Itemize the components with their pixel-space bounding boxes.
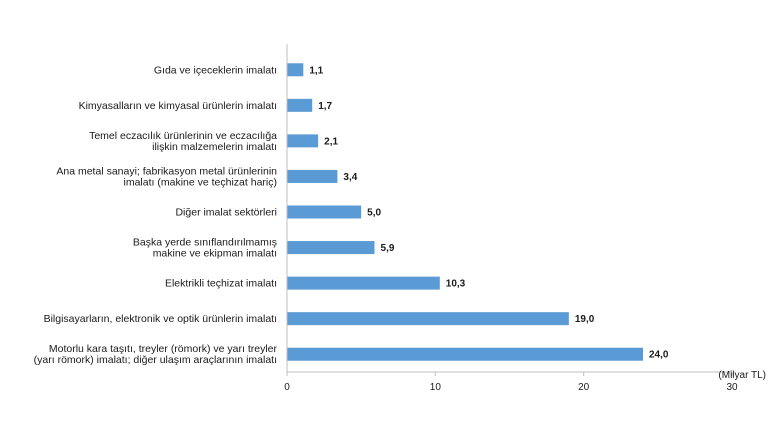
category-label-4: Ana metal sanayi; fabrikasyon metal ürün… xyxy=(56,165,277,188)
x-ticks-group: 0 10 20 30 xyxy=(284,372,738,393)
x-tick-label-2: 10 xyxy=(430,382,442,393)
x-tick-label-3: 20 xyxy=(578,382,590,393)
x-tick-label-1: 0 xyxy=(284,382,290,393)
bar-2 xyxy=(287,98,313,112)
value-label-7: 10,3 xyxy=(446,279,466,290)
category-label-9: Motorlu kara taşıtı, treyler (römork) ve… xyxy=(34,343,278,366)
value-label-8: 19,0 xyxy=(575,314,595,325)
value-label-1: 1,1 xyxy=(309,65,323,76)
value-label-3: 2,1 xyxy=(324,136,338,147)
bar-3 xyxy=(287,134,319,148)
bar-8 xyxy=(287,312,569,326)
category-label-7: Elektrikli teçhizat imalatı xyxy=(165,278,277,290)
value-label-5: 5,0 xyxy=(367,208,381,219)
bar-7 xyxy=(287,276,440,290)
x-axis-unit-label: (Milyar TL) xyxy=(718,370,766,381)
category-labels-group: Gıda ve içeceklerin imalatı Kimyasalların… xyxy=(34,64,278,366)
x-tick-label-4: 30 xyxy=(726,382,738,393)
category-label-5: Diğer imalat sektörleri xyxy=(175,207,277,219)
category-label-2: Kimyasalların ve kimyasal ürünlerin imal… xyxy=(79,100,277,112)
value-label-6: 5,9 xyxy=(381,243,395,254)
bar-1 xyxy=(287,63,304,77)
bar-4 xyxy=(287,169,338,183)
category-label-8: Bilgisayarların, elektronik ve optik ürü… xyxy=(44,313,277,325)
bar-6 xyxy=(287,241,375,255)
value-labels-group: 1,1 1,7 2,1 3,4 5,0 5,9 10,3 19,0 24,0 xyxy=(309,65,669,360)
bar-9 xyxy=(287,347,643,361)
category-label-3: Temel eczacılık ürünlerinin ve eczacılığ… xyxy=(89,130,277,153)
value-label-4: 3,4 xyxy=(343,172,357,183)
value-label-2: 1,7 xyxy=(318,101,332,112)
category-label-1: Gıda ve içeceklerin imalatı xyxy=(154,64,277,76)
value-label-9: 24,0 xyxy=(649,350,669,361)
bars-group xyxy=(287,63,643,361)
bar-5 xyxy=(287,205,362,219)
category-label-6: Başka yerde sınıflandırılmamış makine ve … xyxy=(133,237,277,260)
